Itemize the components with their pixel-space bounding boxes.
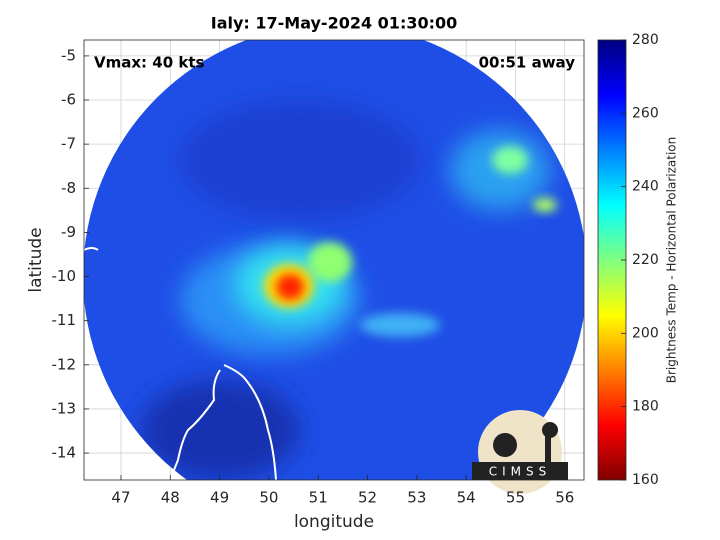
colorbar-label: Brightness Temp - Horizontal Polarizatio… bbox=[665, 137, 679, 384]
y-tick-label: -8 bbox=[61, 179, 76, 197]
annotation: 00:51 away bbox=[479, 54, 576, 72]
x-tick-label: 55 bbox=[506, 489, 525, 507]
coastline bbox=[84, 247, 99, 251]
x-tick-label: 49 bbox=[210, 489, 229, 507]
y-tick-label: -7 bbox=[61, 135, 76, 153]
y-axis-label: latitude bbox=[26, 227, 46, 292]
colorbar-tick-label: 280 bbox=[632, 32, 659, 48]
colorbar-tick-label: 180 bbox=[632, 399, 659, 415]
image bbox=[84, 40, 584, 480]
y-tick-label: -10 bbox=[52, 267, 77, 285]
x-tick-label: 48 bbox=[161, 489, 180, 507]
logo: CIMSS bbox=[472, 410, 568, 494]
x-tick-label: 50 bbox=[259, 489, 278, 507]
y-tick-label: -9 bbox=[61, 223, 76, 241]
y-tick-label: -12 bbox=[52, 355, 77, 373]
coastline bbox=[169, 364, 277, 480]
logo-text: CIMSS bbox=[489, 465, 552, 479]
x-tick-label: 51 bbox=[309, 489, 328, 507]
y-tick-label: -5 bbox=[61, 46, 76, 64]
y-tick-label: -14 bbox=[52, 444, 77, 462]
y-tick-label: -13 bbox=[52, 399, 77, 417]
x-tick-label: 56 bbox=[555, 489, 574, 507]
plot-frame bbox=[83, 39, 585, 481]
colorbar-tick-label: 220 bbox=[632, 252, 659, 268]
colorbar-tick-label: 160 bbox=[632, 472, 659, 488]
y-tick-label: -6 bbox=[61, 91, 76, 109]
colorbar-tick-label: 200 bbox=[632, 325, 659, 341]
x-axis-label: longitude bbox=[294, 512, 374, 532]
x-tick-label: 54 bbox=[457, 489, 476, 507]
chart-title: Ialy: 17-May-2024 01:30:00 bbox=[211, 14, 458, 33]
colorbar-tick-label: 240 bbox=[632, 179, 659, 195]
x-tick-label: 47 bbox=[111, 489, 130, 507]
x-tick-label: 53 bbox=[407, 489, 426, 507]
y-tick-label: -11 bbox=[52, 311, 77, 329]
annotation: Vmax: 40 kts bbox=[94, 54, 204, 72]
colorbar-tick-label: 260 bbox=[632, 105, 659, 121]
x-tick-label: 52 bbox=[358, 489, 377, 507]
